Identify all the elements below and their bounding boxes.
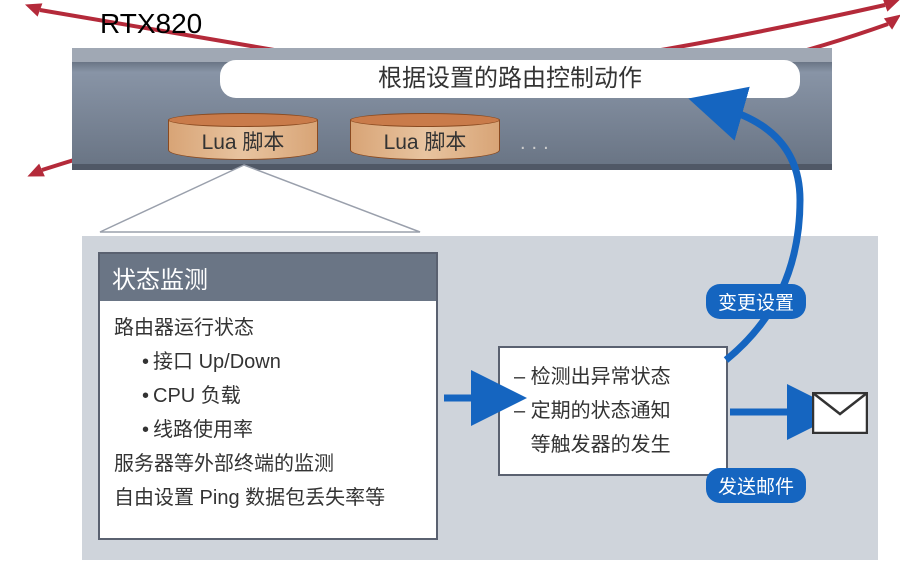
status-line: 服务器等外部终端的监测 — [114, 447, 422, 481]
trigger-box: – 检测出异常状态– 定期的状态通知 等触发器的发生 — [498, 346, 728, 476]
diagram-canvas: RTX820 根据设置的路由控制动作 Lua 脚本 Lua 脚本 ... 状态监测… — [0, 0, 900, 570]
lua-script-cylinder: Lua 脚本 — [168, 120, 318, 160]
trigger-line: – 检测出异常状态 — [514, 360, 712, 394]
status-line: 线路使用率 — [114, 413, 422, 447]
change-settings-badge: 变更设置 — [706, 284, 806, 319]
status-monitor-header: 状态监测 — [100, 254, 436, 301]
trigger-line: 等触发器的发生 — [514, 428, 712, 462]
mail-icon — [812, 392, 868, 439]
router-model-label: RTX820 — [100, 8, 202, 40]
lua-more-dots: ... — [520, 132, 555, 155]
lua-script-cylinder: Lua 脚本 — [350, 120, 500, 160]
trigger-line: – 定期的状态通知 — [514, 394, 712, 428]
status-line: CPU 负载 — [114, 379, 422, 413]
send-mail-badge: 发送邮件 — [706, 468, 806, 503]
routing-control-banner: 根据设置的路由控制动作 — [220, 60, 800, 98]
status-line: 路由器运行状态 — [114, 311, 422, 345]
router-bottom-edge — [72, 164, 832, 170]
status-line: 接口 Up/Down — [114, 345, 422, 379]
status-monitor-body: 路由器运行状态接口 Up/DownCPU 负载线路使用率服务器等外部终端的监测自… — [100, 301, 436, 525]
status-monitor-box: 状态监测 路由器运行状态接口 Up/DownCPU 负载线路使用率服务器等外部终… — [98, 252, 438, 540]
status-line: 自由设置 Ping 数据包丢失率等 — [114, 481, 422, 515]
